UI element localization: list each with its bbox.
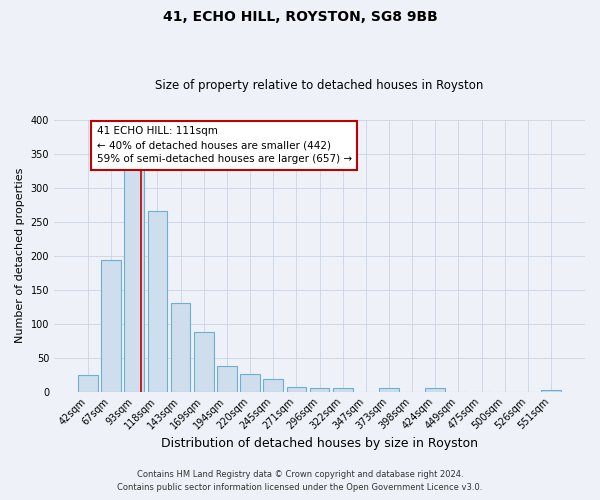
Text: 41, ECHO HILL, ROYSTON, SG8 9BB: 41, ECHO HILL, ROYSTON, SG8 9BB bbox=[163, 10, 437, 24]
Bar bbox=[148, 212, 167, 392]
Bar bbox=[78, 374, 98, 392]
Title: Size of property relative to detached houses in Royston: Size of property relative to detached ho… bbox=[155, 79, 484, 92]
Bar bbox=[541, 390, 561, 392]
Bar bbox=[425, 388, 445, 392]
Text: 41 ECHO HILL: 111sqm
← 40% of detached houses are smaller (442)
59% of semi-deta: 41 ECHO HILL: 111sqm ← 40% of detached h… bbox=[97, 126, 352, 164]
Bar bbox=[287, 387, 306, 392]
Text: Contains HM Land Registry data © Crown copyright and database right 2024.
Contai: Contains HM Land Registry data © Crown c… bbox=[118, 470, 482, 492]
Bar bbox=[240, 374, 260, 392]
Bar bbox=[217, 366, 237, 392]
Bar bbox=[171, 303, 190, 392]
Y-axis label: Number of detached properties: Number of detached properties bbox=[15, 168, 25, 344]
Bar bbox=[101, 260, 121, 392]
Bar bbox=[124, 167, 144, 392]
Bar bbox=[263, 380, 283, 392]
X-axis label: Distribution of detached houses by size in Royston: Distribution of detached houses by size … bbox=[161, 437, 478, 450]
Bar bbox=[194, 332, 214, 392]
Bar bbox=[379, 388, 399, 392]
Bar bbox=[333, 388, 353, 392]
Bar bbox=[310, 388, 329, 392]
